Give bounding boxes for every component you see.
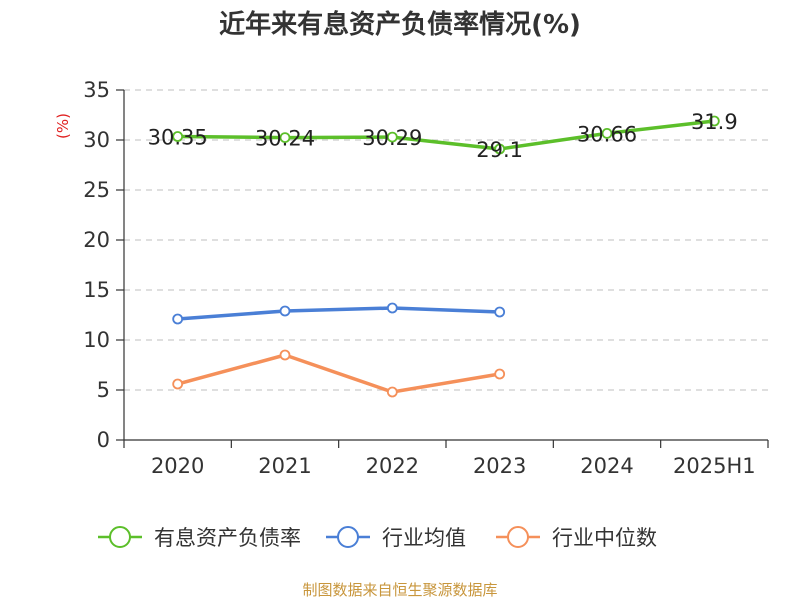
y-tick-label: 15 bbox=[83, 278, 110, 302]
data-label: 30.24 bbox=[255, 127, 315, 151]
series-point bbox=[494, 306, 506, 318]
y-tick-label: 10 bbox=[83, 328, 110, 352]
x-tick-label: 2025H1 bbox=[673, 454, 756, 478]
grid-lines bbox=[124, 89, 768, 391]
y-axis-unit-label: (%) bbox=[54, 113, 72, 139]
chart-title: 近年来有息资产负债率情况(%) bbox=[219, 9, 581, 40]
series-point bbox=[708, 115, 720, 127]
legend-label: 有息资产负债率 bbox=[154, 526, 301, 550]
series-point bbox=[172, 378, 184, 390]
legend-swatch-marker bbox=[337, 526, 359, 548]
legend-label: 行业中位数 bbox=[552, 526, 657, 550]
series-point bbox=[279, 349, 291, 361]
x-tick-label: 2022 bbox=[366, 454, 419, 478]
legend: 有息资产负债率 行业均值 行业中位数 bbox=[98, 526, 657, 550]
legend-swatch-marker bbox=[507, 526, 529, 548]
data-label: 30.29 bbox=[362, 126, 422, 150]
data-label: 29.1 bbox=[476, 138, 523, 162]
series-lines bbox=[172, 115, 720, 398]
series-point bbox=[494, 143, 506, 155]
series-line bbox=[175, 353, 502, 394]
y-tick-label: 5 bbox=[97, 378, 110, 402]
legend-swatch-marker bbox=[109, 526, 131, 548]
series-point bbox=[386, 131, 398, 143]
x-tick-label: 2021 bbox=[258, 454, 311, 478]
data-label: 30.66 bbox=[577, 122, 637, 146]
data-label: 31.9 bbox=[691, 110, 738, 134]
series-point bbox=[279, 305, 291, 317]
y-tick-label: 30 bbox=[83, 128, 110, 152]
series-point bbox=[172, 313, 184, 325]
series-point bbox=[279, 132, 291, 144]
data-labels: 30.35 30.24 30.29 29.1 30.66 31.9 bbox=[148, 110, 738, 162]
y-tick-label: 0 bbox=[97, 428, 110, 452]
x-tick-label: 2023 bbox=[473, 454, 526, 478]
y-tick-label: 25 bbox=[83, 178, 110, 202]
source-note: 制图数据来自恒生聚源数据库 bbox=[302, 581, 497, 599]
series-line bbox=[175, 119, 717, 151]
series-point bbox=[386, 302, 398, 314]
series-point bbox=[172, 131, 184, 142]
series-point bbox=[494, 368, 506, 380]
legend-label: 行业均值 bbox=[382, 526, 466, 550]
series-line bbox=[175, 306, 502, 321]
series-point bbox=[386, 386, 398, 398]
y-tick-label: 20 bbox=[83, 228, 110, 252]
axes: 0 5 10 15 20 25 30 35 2020 2021 2022 2023 2024 2025H1 bbox=[83, 78, 769, 478]
x-tick-label: 2020 bbox=[151, 454, 204, 478]
x-tick-label: 2024 bbox=[580, 454, 633, 478]
data-label: 30.35 bbox=[148, 126, 208, 150]
series-point bbox=[601, 127, 613, 139]
y-tick-label: 35 bbox=[83, 78, 110, 102]
